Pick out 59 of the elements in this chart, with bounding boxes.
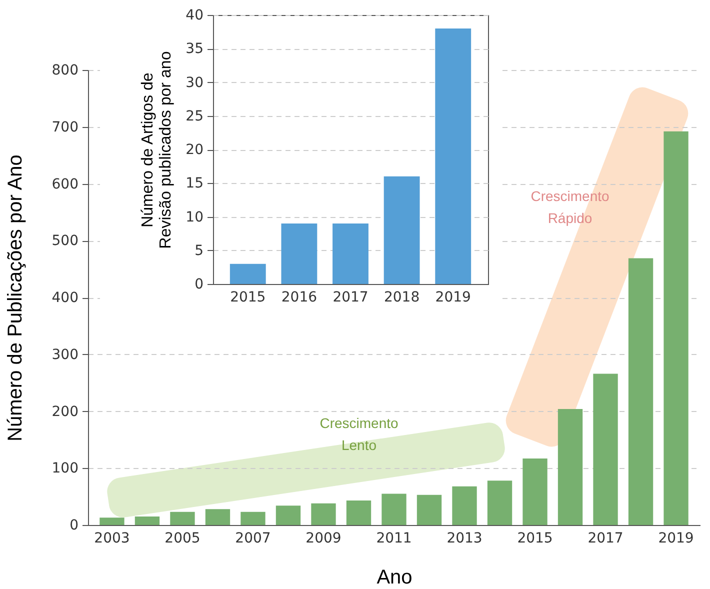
x-tick-label: 2009 [306, 530, 342, 546]
bar [593, 374, 618, 525]
bar [240, 512, 266, 525]
y-tick-label: 600 [52, 176, 78, 192]
bar [170, 512, 195, 525]
bar [230, 264, 266, 284]
y-tick-label: 500 [52, 233, 78, 250]
bar [281, 223, 318, 284]
y-axis-title: Número de Artigos de Revisão publicados por ano [140, 51, 174, 249]
y-tick-label: 400 [52, 290, 78, 306]
bar [628, 258, 654, 525]
x-tick-label: 2003 [94, 530, 130, 546]
y-tick-label: 5 [194, 242, 204, 259]
x-tick-label: 2015 [517, 530, 553, 546]
y-tick-label: 10 [186, 209, 204, 226]
y-tick-label: 0 [70, 518, 78, 534]
y-tick-label: 40 [186, 8, 204, 24]
bar [276, 506, 301, 525]
bar [522, 458, 548, 525]
x-tick-label: 2013 [446, 530, 482, 546]
y-tick-label: 20 [186, 142, 204, 158]
x-tick-label: 2005 [164, 530, 200, 546]
y-tick-label: 30 [186, 74, 204, 91]
bar [346, 500, 372, 525]
x-tick-label: 2015 [230, 290, 266, 306]
x-axis-title: Ano [376, 566, 412, 588]
bar [558, 408, 583, 525]
x-tick-label: 2011 [376, 530, 412, 546]
x-tick-label: 2019 [435, 290, 471, 306]
x-tick-label: 2019 [658, 530, 694, 546]
bar [384, 176, 420, 284]
bar [100, 518, 124, 525]
x-tick-label: 2018 [384, 290, 420, 306]
y-tick-label: 35 [186, 41, 204, 58]
bar [452, 486, 477, 525]
y-tick-label: 300 [52, 346, 78, 363]
x-tick-label: 2017 [588, 530, 624, 546]
bar [435, 28, 472, 284]
bar [382, 494, 406, 525]
x-tick-label: 2017 [332, 290, 368, 306]
bar [416, 494, 442, 525]
y-tick-label: 15 [186, 176, 204, 192]
bar [205, 509, 230, 525]
x-tick-label: 2016 [281, 290, 318, 306]
y-tick-label: 0 [194, 276, 204, 292]
bar [332, 223, 368, 284]
y-tick-label: 800 [52, 62, 78, 78]
bar [487, 480, 512, 525]
bar [664, 131, 688, 525]
y-tick-label: 100 [52, 460, 78, 477]
bar [311, 503, 336, 525]
annotation: Crescimento Lento [318, 414, 400, 455]
y-axis-title: Número de Publicações por Ano [4, 154, 26, 442]
y-tick-label: 25 [186, 108, 204, 124]
annotation: Crescimento Rápido [530, 187, 610, 228]
y-tick-label: 700 [52, 119, 78, 136]
y-tick-label: 200 [52, 404, 78, 420]
x-tick-label: 2007 [235, 530, 271, 546]
bar [134, 516, 160, 525]
